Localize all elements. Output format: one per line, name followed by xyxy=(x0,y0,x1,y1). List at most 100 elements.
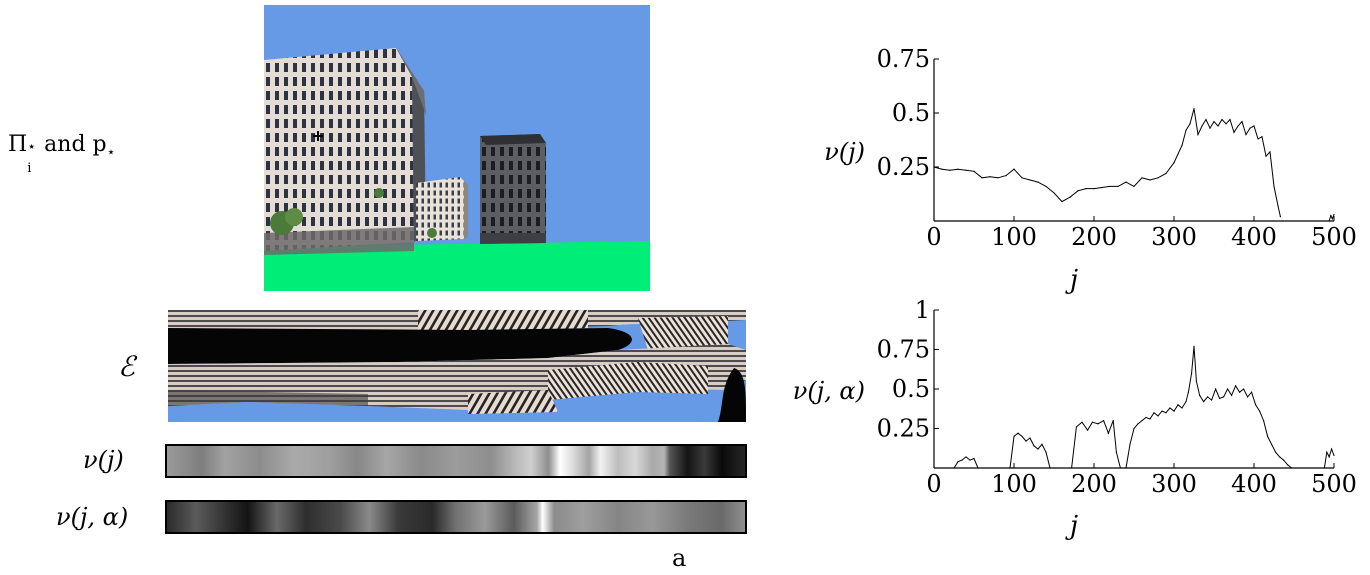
data-point xyxy=(957,168,959,170)
data-point xyxy=(949,169,951,171)
data-point xyxy=(933,166,935,168)
data-point xyxy=(1085,188,1087,190)
data-point xyxy=(1239,391,1241,393)
data-point xyxy=(1223,396,1225,398)
data-point xyxy=(1265,155,1267,157)
data-point xyxy=(1255,404,1257,406)
data-point xyxy=(1215,388,1217,390)
data-point xyxy=(1021,435,1023,437)
y-axis-label: ν(j) xyxy=(824,138,865,166)
data-point xyxy=(941,168,943,170)
data-point xyxy=(1097,423,1099,425)
data-point xyxy=(1187,391,1189,393)
data-point xyxy=(1263,420,1265,422)
data-point xyxy=(1049,467,1051,469)
data-point xyxy=(1069,196,1071,198)
data-point xyxy=(1261,136,1263,138)
data-point xyxy=(1273,185,1275,188)
data-point xyxy=(1013,168,1015,170)
data-point xyxy=(1093,188,1095,190)
data-point xyxy=(1225,123,1227,125)
data-point xyxy=(1017,432,1019,434)
data-point xyxy=(1249,127,1251,129)
data-point xyxy=(1165,412,1167,414)
data-point xyxy=(1081,421,1083,423)
data-point xyxy=(1199,394,1201,396)
data-point xyxy=(1213,121,1215,123)
data-point xyxy=(1103,420,1105,422)
data-point xyxy=(1237,125,1239,127)
label-pi-and-p: Π ⋆ i and p⋆ xyxy=(8,132,115,176)
data-point xyxy=(1197,134,1199,136)
data-point xyxy=(1119,467,1121,469)
data-point xyxy=(961,459,963,461)
label-and-p: and p xyxy=(37,132,107,157)
data-point xyxy=(965,169,967,171)
data-point xyxy=(1029,179,1031,181)
data-point xyxy=(1207,396,1209,398)
x-tick-label: 100 xyxy=(991,470,1037,498)
data-point xyxy=(1181,144,1183,146)
data-point xyxy=(1133,185,1135,188)
x-tick-label: 300 xyxy=(1151,470,1197,498)
epsilon-panorama-image xyxy=(168,310,746,422)
data-point xyxy=(1269,151,1271,153)
data-point xyxy=(973,457,975,460)
data-point xyxy=(977,467,979,469)
nu-j-alpha-intensity-strip xyxy=(165,500,747,534)
data-point xyxy=(1209,127,1211,129)
series-line xyxy=(1328,214,1335,222)
y-tick-label: 0.5 xyxy=(892,375,930,403)
data-point xyxy=(1333,213,1335,216)
y-tick-label: 0.5 xyxy=(892,99,930,127)
data-point xyxy=(1173,410,1175,412)
data-point xyxy=(1053,192,1055,194)
data-point xyxy=(1129,443,1131,445)
data-point xyxy=(1005,175,1007,177)
data-point xyxy=(1259,410,1261,412)
data-point xyxy=(1115,451,1117,453)
data-point xyxy=(1153,412,1155,414)
x-tick-label: 400 xyxy=(1231,223,1277,251)
x-tick-label: 200 xyxy=(1071,470,1117,498)
rendered-scene-image xyxy=(264,5,650,291)
y-tick-label: 0.75 xyxy=(877,336,930,364)
data-point xyxy=(1033,445,1035,447)
data-point xyxy=(1328,456,1330,458)
data-point xyxy=(1157,415,1159,417)
data-point xyxy=(1277,205,1279,207)
data-point xyxy=(1185,401,1187,403)
series-line xyxy=(1071,419,1121,469)
data-point xyxy=(1149,179,1151,181)
data-point xyxy=(1157,177,1159,179)
x-tick-label: 500 xyxy=(1311,223,1357,251)
nu-j-alpha-line-chart: 0 100 200 300 400 500 0.25 0.5 0.75 1 j ν(j, α) xyxy=(793,296,1357,541)
data-point xyxy=(1193,345,1195,347)
data-point xyxy=(997,177,999,179)
data-point xyxy=(1247,396,1249,398)
x-tick-label: 0 xyxy=(926,470,941,498)
data-point xyxy=(1141,420,1143,422)
data-point xyxy=(1133,427,1135,430)
data-point xyxy=(1279,456,1281,458)
data-point xyxy=(1291,467,1293,469)
data-point xyxy=(1021,177,1023,179)
data-point xyxy=(1203,401,1205,403)
y-tick-label: 0.75 xyxy=(877,45,930,73)
data-point xyxy=(1271,443,1273,445)
data-point xyxy=(1331,448,1333,450)
data-point xyxy=(1217,125,1219,127)
data-point xyxy=(1185,129,1187,131)
data-point xyxy=(1191,372,1193,374)
data-point xyxy=(1221,118,1223,121)
y-tick-label: 1 xyxy=(915,296,930,324)
data-point xyxy=(1009,467,1011,469)
x-tick-label: 400 xyxy=(1231,470,1277,498)
data-point xyxy=(1251,391,1253,393)
data-point xyxy=(1195,380,1197,382)
data-point xyxy=(1235,385,1237,387)
data-point xyxy=(1229,118,1231,121)
x-tick-label: 0 xyxy=(926,223,941,251)
data-point xyxy=(965,456,967,458)
data-point xyxy=(1189,123,1191,125)
